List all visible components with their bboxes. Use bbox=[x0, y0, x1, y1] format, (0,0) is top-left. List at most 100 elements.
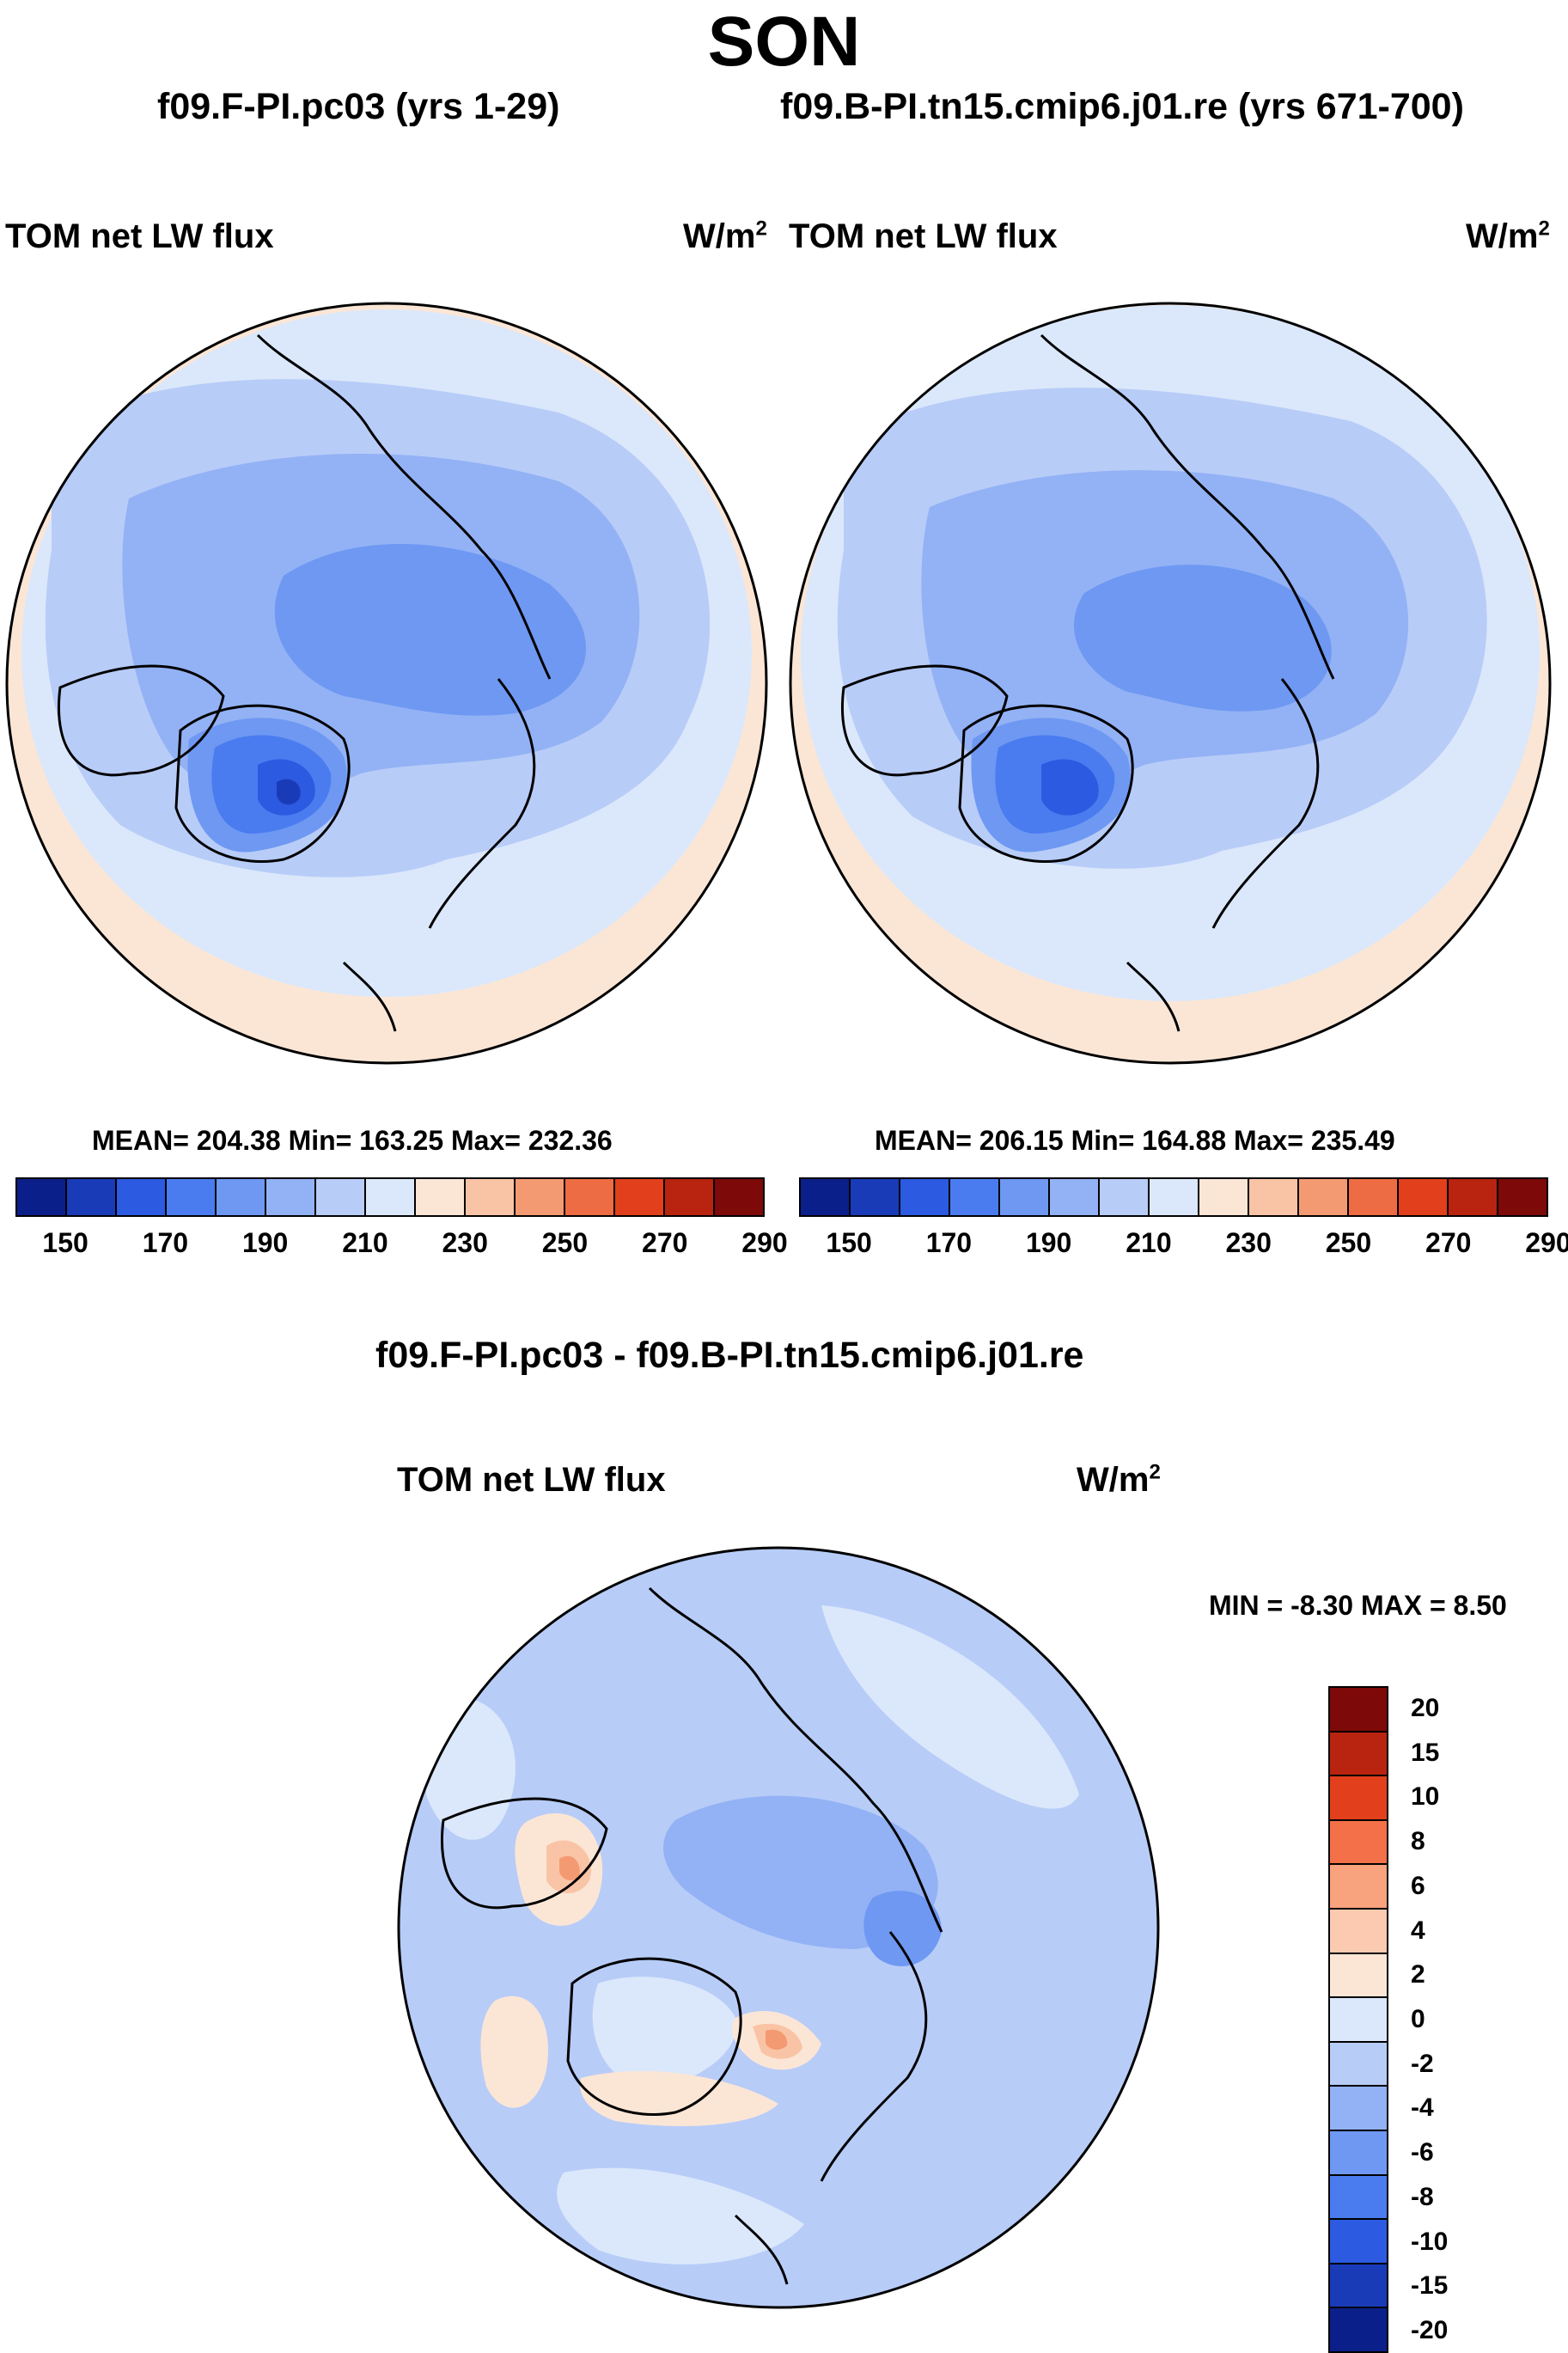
diff-colorbar-cell-5 bbox=[1330, 1909, 1387, 1954]
british-isles-coastline bbox=[734, 2214, 789, 2285]
right-colorbar-tick-label: 290 bbox=[1525, 1227, 1568, 1258]
right-colorbar-cell-12 bbox=[1399, 1179, 1449, 1215]
left-colorbar-tick-label: 250 bbox=[541, 1227, 589, 1258]
diff-colorbar-cell-6 bbox=[1330, 1953, 1387, 1999]
scandinavia-coastline bbox=[1211, 678, 1320, 929]
difference-polar-map bbox=[397, 1546, 1160, 2309]
scandinavia-coastline bbox=[428, 678, 536, 929]
diff-plus6-patch bbox=[559, 1855, 580, 1881]
siberia-coastline bbox=[648, 1586, 943, 1933]
right-colorbar-cell-6 bbox=[1100, 1179, 1150, 1215]
left-case-title: f09.F-PI.pc03 (yrs 1-29) bbox=[157, 86, 560, 127]
british-isles-coastline bbox=[342, 961, 397, 1032]
diff-colorbar-tick-label: 4 bbox=[1411, 1916, 1425, 1945]
diff-minmax: MIN = -8.30 MAX = 8.50 bbox=[1209, 1590, 1507, 1621]
diff-colorbar-tick-label: -10 bbox=[1411, 2227, 1449, 2256]
diff-minus2-patch bbox=[592, 1977, 737, 2087]
diff-colorbar bbox=[1328, 1686, 1388, 2353]
right-case-title: f09.B-PI.tn15.cmip6.j01.re (yrs 671-700) bbox=[780, 86, 1464, 127]
left-colorbar-tick-label: 170 bbox=[142, 1227, 189, 1258]
right-colorbar-cell-8 bbox=[1199, 1179, 1249, 1215]
diff-colorbar-cell-3 bbox=[1330, 1820, 1387, 1866]
right-variable-label: TOM net LW flux bbox=[789, 217, 1058, 255]
diff-colorbar-tick-label: 20 bbox=[1411, 1693, 1440, 1722]
siberia-coastline bbox=[256, 333, 552, 680]
left-colorbar-cell-0 bbox=[17, 1179, 67, 1215]
diff-colorbar-cell-0 bbox=[1330, 1688, 1387, 1733]
greenland-coastline bbox=[174, 704, 351, 863]
left-colorbar-cell-1 bbox=[67, 1179, 117, 1215]
right-colorbar-tick-label: 270 bbox=[1425, 1227, 1472, 1258]
british-isles-coastline bbox=[1126, 961, 1181, 1032]
right-colorbar bbox=[799, 1177, 1548, 1217]
map-boundary bbox=[789, 302, 1552, 1065]
left-stats: MEAN= 204.38 Min= 163.25 Max= 232.36 bbox=[92, 1125, 613, 1156]
left-colorbar-tick-label: 290 bbox=[741, 1227, 788, 1258]
right-colorbar-tick-label: 230 bbox=[1225, 1227, 1272, 1258]
left-colorbar-cell-12 bbox=[615, 1179, 665, 1215]
left-colorbar-cell-8 bbox=[416, 1179, 466, 1215]
left-colorbar-cell-11 bbox=[565, 1179, 615, 1215]
diff-colorbar-tick-label: 0 bbox=[1411, 2005, 1425, 2033]
right-polar-map bbox=[789, 302, 1552, 1065]
diff-variable-label: TOM net LW flux bbox=[397, 1461, 666, 1499]
diff-minus8-patch bbox=[863, 1891, 942, 1966]
right-colorbar-cell-13 bbox=[1449, 1179, 1498, 1215]
diff-colorbar-tick-label: -2 bbox=[1411, 2049, 1434, 2078]
diff-colorbar-tick-label: -6 bbox=[1411, 2138, 1434, 2167]
diff-plus6-patch bbox=[766, 2029, 788, 2050]
right-colorbar-cell-10 bbox=[1299, 1179, 1349, 1215]
left-colorbar-tick-label: 270 bbox=[642, 1227, 688, 1258]
left-polar-map bbox=[5, 302, 768, 1065]
right-colorbar-cell-7 bbox=[1150, 1179, 1199, 1215]
left-colorbar bbox=[15, 1177, 765, 1217]
right-colorbar-cell-2 bbox=[900, 1179, 950, 1215]
canada-coastline bbox=[441, 1797, 608, 1910]
left-colorbar-tick-label: 190 bbox=[241, 1227, 289, 1258]
right-colorbar-tick-label: 150 bbox=[826, 1227, 872, 1258]
diff-colorbar-tick-label: -8 bbox=[1411, 2182, 1434, 2211]
left-colorbar-tick-label: 210 bbox=[342, 1227, 388, 1258]
right-colorbar-tick-label: 210 bbox=[1126, 1227, 1172, 1258]
diff-colorbar-cell-9 bbox=[1330, 2087, 1387, 2131]
diff-colorbar-tick-label: 2 bbox=[1411, 1960, 1425, 1989]
right-colorbar-cell-14 bbox=[1498, 1179, 1547, 1215]
diff-minus2-patch bbox=[821, 1605, 1079, 1809]
left-colorbar-cell-6 bbox=[316, 1179, 366, 1215]
left-colorbar-cell-7 bbox=[366, 1179, 416, 1215]
right-colorbar-tick-label: 190 bbox=[1025, 1227, 1072, 1258]
map-boundary bbox=[397, 1546, 1160, 2309]
left-colorbar-cell-14 bbox=[715, 1179, 763, 1215]
diff-minus2-patch bbox=[557, 2167, 804, 2264]
season-title: SON bbox=[707, 3, 861, 81]
right-colorbar-cell-5 bbox=[1050, 1179, 1100, 1215]
diff-colorbar-cell-13 bbox=[1330, 2264, 1387, 2309]
diff-colorbar-tick-label: 10 bbox=[1411, 1782, 1440, 1812]
diff-colorbar-tick-label: -4 bbox=[1411, 2093, 1434, 2123]
right-colorbar-cell-3 bbox=[950, 1179, 1000, 1215]
canada-coastline bbox=[841, 664, 1009, 777]
greenland-160-band bbox=[277, 779, 301, 805]
diff-colorbar-cell-7 bbox=[1330, 1998, 1387, 2043]
diff-colorbar-tick-label: 6 bbox=[1411, 1871, 1425, 1900]
right-colorbar-cell-1 bbox=[851, 1179, 900, 1215]
left-colorbar-cell-9 bbox=[466, 1179, 516, 1215]
right-colorbar-tick-label: 170 bbox=[925, 1227, 973, 1258]
diff-colorbar-cell-11 bbox=[1330, 2175, 1387, 2221]
canada-coastline bbox=[58, 664, 225, 777]
left-colorbar-cell-10 bbox=[516, 1179, 565, 1215]
left-colorbar-tick-label: 230 bbox=[442, 1227, 488, 1258]
diff-colorbar-cell-12 bbox=[1330, 2220, 1387, 2264]
left-units-label: W/m2 bbox=[683, 217, 767, 255]
diff-colorbar-tick-label: 15 bbox=[1411, 1738, 1440, 1767]
diff-colorbar-tick-label: -15 bbox=[1411, 2271, 1449, 2301]
right-colorbar-cell-11 bbox=[1349, 1179, 1399, 1215]
left-colorbar-cell-4 bbox=[217, 1179, 266, 1215]
siberia-coastline bbox=[1040, 333, 1335, 680]
right-stats: MEAN= 206.15 Min= 164.88 Max= 235.49 bbox=[875, 1125, 1395, 1156]
diff-colorbar-tick-label: 8 bbox=[1411, 1827, 1425, 1856]
diff-units-label: W/m2 bbox=[1077, 1460, 1161, 1499]
scandinavia-coastline bbox=[820, 1931, 928, 2182]
right-colorbar-tick-label: 250 bbox=[1325, 1227, 1372, 1258]
left-variable-label: TOM net LW flux bbox=[5, 217, 274, 255]
